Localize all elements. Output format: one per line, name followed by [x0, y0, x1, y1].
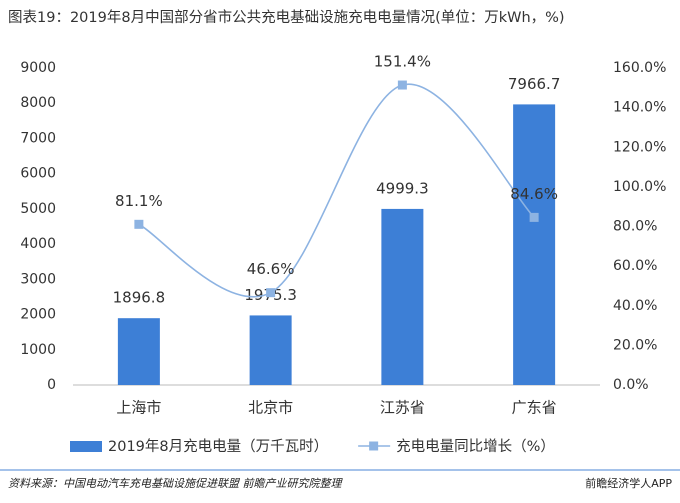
bar	[513, 104, 556, 386]
y2-tick-label: 40.0%	[613, 298, 657, 314]
y2-tick-label: 20.0%	[613, 337, 657, 353]
y2-tick-label: 120.0%	[613, 139, 666, 155]
chart-title: 图表19：2019年8月中国部分省市公共充电基础设施充电电量情况(单位：万kWh…	[8, 9, 565, 26]
x-tick-label: 北京市	[248, 399, 293, 417]
line-value-label: 151.4%	[374, 53, 431, 71]
bar	[117, 318, 160, 385]
bar-value-label: 1896.8	[113, 289, 166, 307]
y-tick-label: 0	[47, 377, 56, 393]
legend-label: 充电电量同比增长（%）	[396, 438, 555, 455]
bar	[249, 315, 292, 385]
y-tick-label: 4000	[20, 236, 56, 252]
legend-swatch	[70, 441, 102, 452]
line-marker	[397, 80, 407, 90]
line	[138, 83, 535, 298]
bar-value-label: 4999.3	[376, 179, 429, 197]
y-tick-label: 7000	[20, 130, 56, 146]
line-value-label: 81.1%	[115, 192, 163, 210]
legend-label: 2019年8月充电电量（万千瓦时）	[108, 438, 328, 455]
line-value-label: 84.6%	[510, 185, 558, 203]
y2-tick-label: 160.0%	[613, 60, 666, 76]
y-tick-label: 8000	[20, 95, 56, 111]
line-marker	[266, 288, 276, 298]
y-tick-label: 1000	[20, 342, 56, 358]
brand: 前瞻经济学人APP	[585, 476, 672, 490]
y2-tick-label: 80.0%	[613, 219, 657, 235]
y-tick-label: 2000	[20, 307, 56, 323]
x-tick-label: 上海市	[116, 399, 161, 417]
x-tick-label: 江苏省	[380, 399, 425, 417]
legend-swatch	[369, 441, 379, 451]
y2-tick-label: 60.0%	[613, 258, 657, 274]
bar	[381, 208, 424, 385]
line-marker	[134, 219, 144, 229]
line-value-label: 46.6%	[247, 260, 295, 278]
line-marker	[529, 212, 539, 222]
y-tick-label: 6000	[20, 166, 56, 182]
y-tick-label: 5000	[20, 201, 56, 217]
y2-tick-label: 140.0%	[613, 100, 666, 116]
x-tick-label: 广东省	[512, 399, 557, 417]
bar-value-label: 7966.7	[508, 75, 561, 93]
y2-tick-label: 100.0%	[613, 179, 666, 195]
y-tick-label: 3000	[20, 271, 56, 287]
source-note: 资料来源：中国电动汽车充电基础设施促进联盟 前瞻产业研究院整理	[8, 477, 343, 490]
y2-tick-label: 0.0%	[613, 377, 649, 393]
y-tick-label: 9000	[20, 60, 56, 76]
